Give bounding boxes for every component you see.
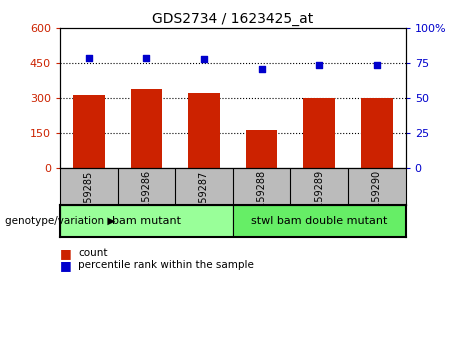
Bar (361, 98, 393, 169)
Bar (60, 205, 233, 237)
Text: percentile rank within the sample: percentile rank within the sample (78, 261, 254, 270)
Text: GSM159288: GSM159288 (257, 170, 266, 229)
Text: stwl bam double mutant: stwl bam double mutant (251, 216, 387, 226)
Text: GSM159286: GSM159286 (142, 170, 151, 229)
Bar (246, 130, 278, 169)
Point (85, 55, 92, 61)
Text: ■: ■ (60, 247, 71, 259)
Text: GSM159287: GSM159287 (199, 170, 209, 229)
Bar (188, 92, 220, 169)
Point (373, 62, 381, 68)
Bar (233, 205, 406, 237)
Title: GDS2734 / 1623425_at: GDS2734 / 1623425_at (152, 12, 313, 26)
Point (315, 62, 323, 68)
Text: GSM159290: GSM159290 (372, 170, 382, 229)
Bar (73, 95, 105, 169)
Bar (130, 89, 162, 169)
Text: GSM159289: GSM159289 (314, 170, 324, 229)
Text: bam mutant: bam mutant (112, 216, 181, 226)
Point (142, 55, 150, 61)
Text: GSM159285: GSM159285 (84, 170, 94, 229)
Point (200, 56, 207, 62)
Text: genotype/variation ▶: genotype/variation ▶ (5, 216, 115, 226)
Text: count: count (78, 248, 108, 258)
Bar (303, 98, 335, 169)
Text: ■: ■ (60, 259, 71, 272)
Point (258, 66, 266, 72)
